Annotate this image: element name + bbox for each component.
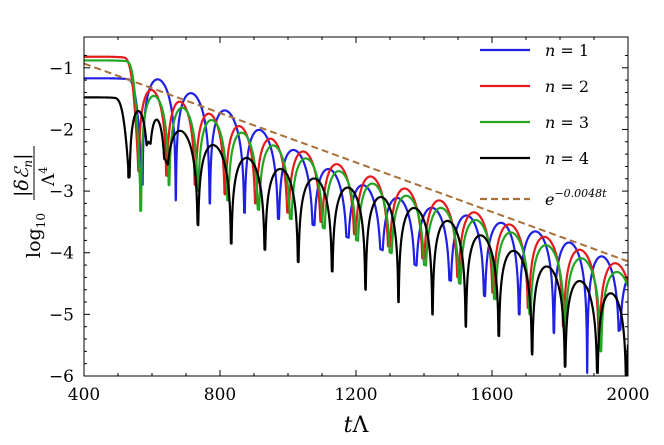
tick-labels-layer: 400 800 1200 1600 2000 −1 −2 −3 −4 −5 −6 [49, 59, 650, 405]
legend-label: n = 1 [545, 41, 589, 60]
series-layer [84, 55, 628, 376]
y-label-log: log10 [23, 213, 48, 258]
x-axis-label-var: t [344, 413, 353, 438]
x-tick-label: 800 [204, 385, 236, 405]
ticks-layer [83, 37, 629, 377]
x-tick-label: 1200 [334, 385, 377, 405]
series-line-exp-fit [84, 62, 628, 263]
legend-item: n = 4 [480, 149, 589, 168]
series-line-n1 [84, 77, 628, 375]
series-line-n4 [84, 96, 628, 376]
x-axis-label: tΛ [344, 413, 370, 438]
legend: n = 1 n = 2 n = 3 n = 4 e−0.0048t [480, 41, 607, 209]
y-label-numerator: |δℰn| [11, 154, 35, 198]
y-tick-label: −6 [49, 367, 74, 387]
x-tick-label: 1600 [470, 385, 513, 405]
y-label-denominator: Λ4 [37, 167, 59, 187]
legend-label: n = 2 [545, 77, 589, 96]
y-tick-label: −3 [49, 182, 74, 202]
legend-item: n = 1 [480, 41, 589, 60]
x-tick-label: 2000 [606, 385, 649, 405]
legend-label: n = 3 [545, 113, 589, 132]
legend-item: n = 3 [480, 113, 589, 132]
x-tick-label: 400 [68, 385, 100, 405]
legend-item: e−0.0048t [480, 187, 607, 209]
legend-item: n = 2 [480, 77, 589, 96]
y-tick-label: −1 [49, 59, 74, 79]
legend-label: n = 4 [545, 149, 589, 168]
y-tick-label: −5 [49, 305, 74, 325]
y-tick-label: −4 [49, 244, 74, 264]
y-tick-label: −2 [49, 120, 74, 140]
series-line-n3 [84, 59, 628, 353]
legend-label: e−0.0048t [545, 187, 607, 209]
x-axis-label-sym: Λ [351, 413, 369, 438]
y-label-log-base: 10 [34, 213, 48, 228]
